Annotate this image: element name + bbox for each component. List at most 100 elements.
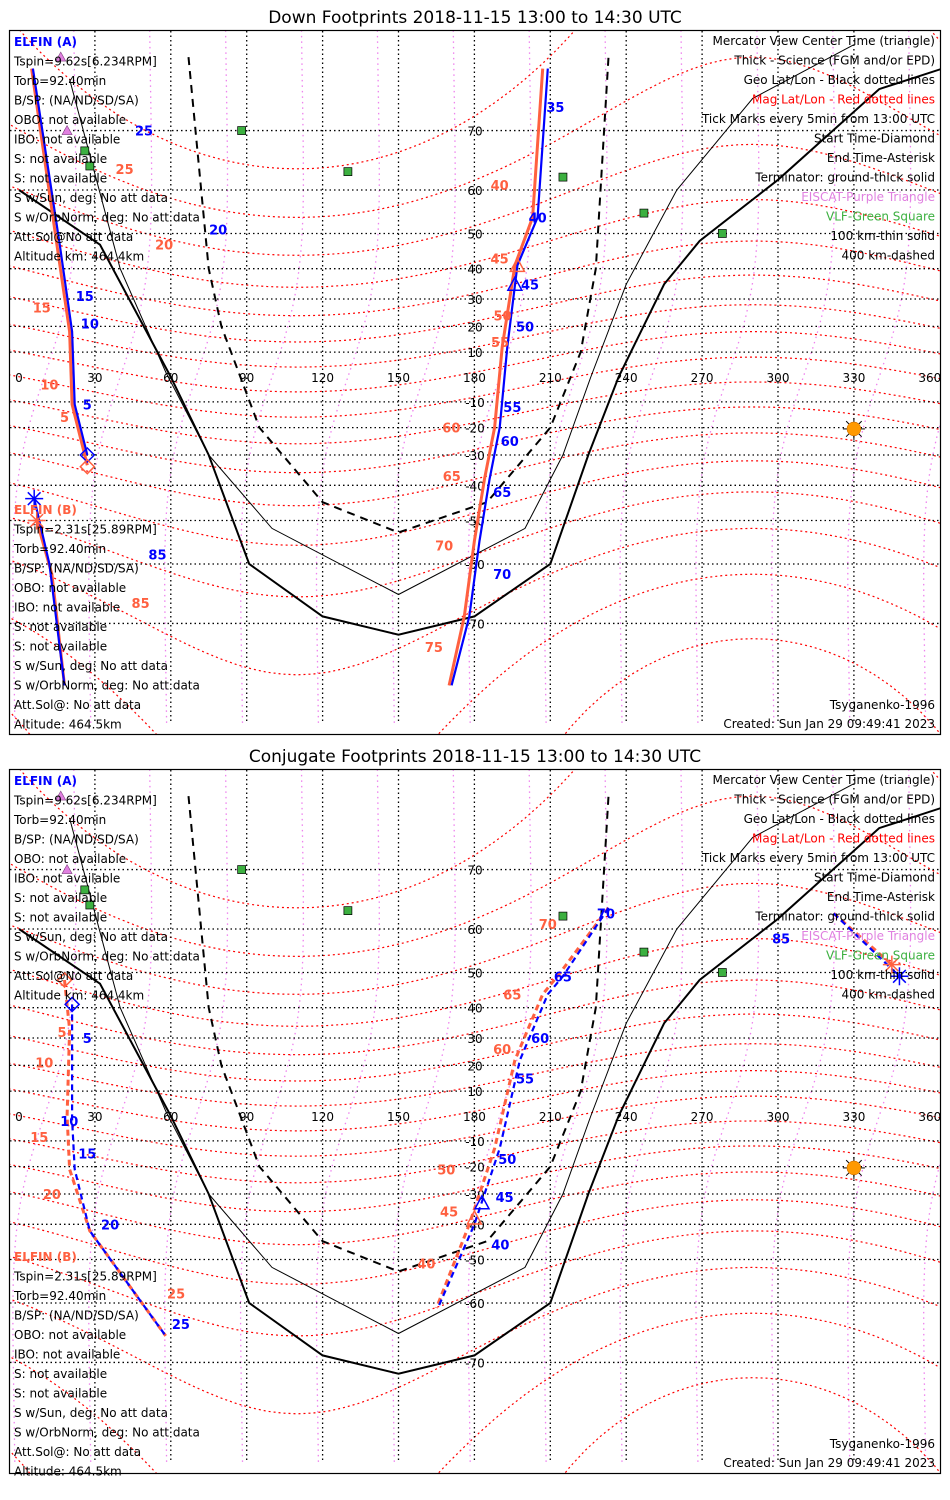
lon-label: 300: [767, 371, 790, 385]
vlf-site-square: [639, 947, 649, 957]
legend-line: Tick Marks every 5min from 13:00 UTC: [701, 112, 935, 126]
terminator-100km: [69, 44, 855, 596]
start-diamond-icon: [56, 971, 73, 989]
elfin-b-info-line: Tspin=2.31s[25.89RPM]: [13, 523, 157, 537]
created-timestamp: Created: Sun Jan 29 09:49:41 2023: [723, 717, 935, 731]
legend-line: Start Time-Diamond: [814, 871, 935, 885]
legend-line: EISCAT-Purple Triangle: [801, 929, 935, 943]
elfin-a-name: ELFIN (A): [14, 35, 77, 49]
mag-lat-line: [10, 432, 940, 507]
center-time-triangle-icon: [466, 1209, 483, 1225]
lat-label: 70: [467, 864, 482, 878]
legend-line: Mercator View Center Time (triangle): [713, 34, 935, 48]
map-frame: [8, 29, 942, 736]
terminator-400km: [187, 57, 610, 534]
track-tick-label: 85: [148, 548, 166, 563]
lat-label: 40: [467, 263, 482, 277]
model-label: Tsyganenko-1996: [829, 698, 935, 712]
legend-line: Geo Lat/Lon - Black dotted lines: [744, 812, 935, 826]
lat-label: 20: [467, 1059, 482, 1073]
lon-label: 180: [463, 371, 486, 385]
elfin-a-info-line: B/SP: (NA/ND/SD/SA): [14, 94, 139, 108]
lat-label: 40: [467, 1002, 482, 1016]
mag-lat-line: [19, 770, 940, 909]
track-tick-label: 45: [521, 278, 539, 293]
vlf-site-square: [343, 167, 353, 176]
elfin-b-track: [447, 68, 545, 686]
legend-line: Mercator View Center Time (triangle): [713, 773, 935, 787]
mag-lat-line: [10, 1312, 940, 1473]
elfin-b-info-line: S: not available: [14, 620, 107, 634]
track-tick-label: 50: [516, 320, 534, 335]
track-tick-label: 20: [43, 1188, 61, 1203]
track-tick-label: 75: [425, 641, 443, 656]
legend-line: Start Time-Diamond: [814, 132, 935, 146]
track-tick-label: 20: [209, 224, 227, 239]
lat-label: -60: [465, 1297, 485, 1311]
elfin-a-info-line: S w/OrbNorm, deg: No att data: [14, 211, 200, 225]
mag-lat-line: [10, 1095, 940, 1157]
elfin-b-info-line: S w/OrbNorm, deg: No att data: [14, 1426, 200, 1440]
map-area: 0 30 60 90 120 150 180 210 240 270 300 330 360 70 60 50…: [0, 770, 950, 1500]
vlf-site-square: [717, 229, 727, 238]
track-tick-label: 15: [76, 290, 94, 305]
elfin-b-info-line: S: not available: [14, 1367, 107, 1381]
vlf-site-square: [80, 146, 90, 156]
lon-label: 30: [87, 371, 102, 385]
lat-label: 50: [467, 966, 482, 980]
track-tick-label: 10: [60, 1115, 78, 1130]
track-tick-label: 85: [132, 597, 150, 612]
lat-label: -70: [465, 1356, 485, 1370]
track-tick-label: 10: [81, 318, 99, 333]
map-panel-down: Down Footprints 2018-11-15 13:00 to 14:3…: [8, 8, 942, 736]
legend-line: Mag Lat/Lon - Red dotted lines: [752, 832, 935, 846]
legend-line: Tick Marks every 5min from 13:00 UTC: [701, 851, 935, 865]
mag-lat-line: [10, 381, 940, 445]
mag-lat-line: [0, 1494, 950, 1500]
elfin-a-info-line: Torb=92.40min: [13, 813, 106, 827]
elfin-a-info-line: Altitude km: 464.4km: [14, 989, 144, 1003]
elfin-b-info-line: OBO: not available: [14, 1328, 126, 1342]
mag-lat-line: [10, 979, 940, 1056]
lon-label: 210: [539, 1110, 562, 1124]
track-tick-label: 25: [172, 1318, 190, 1333]
lon-label: 0: [15, 1110, 23, 1124]
sun-icon: [842, 417, 865, 440]
track-tick-label: 5: [57, 1026, 66, 1041]
elfin-b-name: ELFIN (B): [14, 503, 77, 517]
lon-label: 270: [691, 371, 714, 385]
track-tick-label: 55: [503, 401, 521, 416]
lat-label: -70: [465, 617, 485, 631]
legend-line: Thick - Science (FGM and/or EPD): [733, 54, 935, 68]
track-tick-label: 50: [437, 1163, 455, 1178]
legend-line: Terminator: ground-thick solid: [754, 910, 935, 924]
lon-label: 330: [842, 371, 865, 385]
end-asterisk-icon: [882, 955, 901, 974]
mag-lat-line: [10, 1199, 940, 1285]
mag-lat-line: [10, 527, 940, 676]
mag-lat-line: [19, 31, 940, 170]
track-tick-label: 5: [83, 1032, 92, 1047]
lon-label: 60: [163, 1110, 178, 1124]
elfin-a-track: [450, 68, 549, 686]
mag-lat-line: [10, 330, 940, 393]
start-diamond-icon: [79, 458, 96, 475]
elfin-a-info-line: S w/Sun, deg: No att data: [14, 191, 168, 205]
lon-label: 150: [387, 371, 410, 385]
legend-line: VLF-Green Square: [826, 210, 935, 224]
vlf-site-square: [80, 885, 90, 895]
track-tick-label: 20: [101, 1218, 119, 1233]
lat-label: 30: [467, 1032, 482, 1046]
elfin-a-info-line: B/SP: (NA/ND/SD/SA): [14, 833, 139, 847]
elfin-a-info-line: S: not available: [14, 172, 107, 186]
elfin-b-info-line: B/SP: (NA/ND/SD/SA): [14, 1309, 139, 1323]
elfin-b-info-line: Altitude: 464.5km: [14, 718, 122, 732]
track-tick-label: 65: [493, 486, 511, 501]
mag-lat-line: [10, 56, 940, 219]
lon-label: 360: [918, 1110, 941, 1124]
legend-line: VLF-Green Square: [826, 949, 935, 963]
lat-label: -30: [465, 449, 485, 463]
lon-label: 300: [767, 1110, 790, 1124]
elfin-b-info-line: IBO: not available: [14, 1348, 120, 1362]
mag-lat-line: [10, 460, 940, 546]
